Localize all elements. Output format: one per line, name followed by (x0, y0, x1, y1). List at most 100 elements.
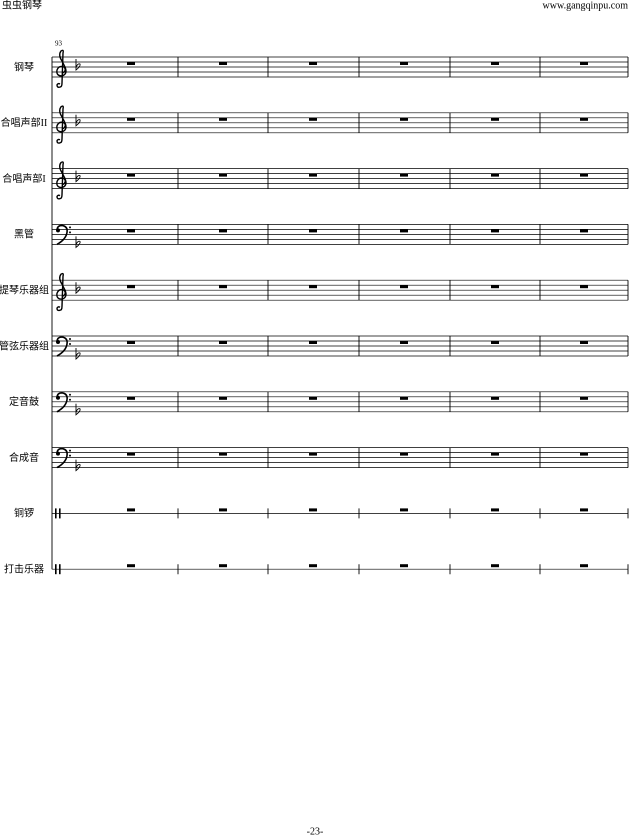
instrument-name: 钢琴 (14, 60, 34, 73)
treble-clef (56, 49, 67, 88)
whole-rest (400, 229, 408, 233)
bass-clef-dot (69, 398, 71, 401)
whole-rest (219, 62, 227, 65)
whole-rest (219, 452, 227, 456)
whole-rest (580, 452, 588, 456)
whole-rest (491, 452, 499, 456)
staff: 打击乐器 (4, 562, 629, 575)
whole-rest (400, 508, 408, 512)
whole-rest (400, 396, 408, 400)
whole-rest (400, 452, 408, 456)
percussion-clef (55, 508, 57, 519)
instrument-name: 合唱声部I (2, 172, 45, 185)
whole-rest (400, 117, 408, 121)
instrument-name: 黑管 (14, 228, 34, 241)
whole-rest (309, 229, 317, 233)
staff: 合唱声部II (1, 105, 629, 144)
whole-rest (127, 452, 135, 456)
treble-clef (56, 105, 67, 144)
flat (75, 236, 81, 249)
whole-rest (309, 117, 317, 121)
whole-rest (127, 508, 135, 512)
staff: 钢琴 (14, 49, 629, 88)
bass-clef-dot (69, 454, 71, 457)
bass-clef (56, 224, 68, 246)
whole-rest (127, 62, 135, 65)
staff: 铜锣 (14, 507, 629, 520)
instrument-name: 打击乐器 (4, 562, 44, 575)
whole-rest (219, 508, 227, 512)
whole-rest (491, 62, 499, 65)
whole-rest (491, 229, 499, 233)
flat (75, 59, 81, 71)
instrument-name: 定音鼓 (9, 395, 39, 408)
flat (75, 403, 81, 416)
staff: 管弦乐器组 (0, 335, 629, 360)
bass-clef-dot (69, 343, 71, 345)
page-number: -23- (307, 826, 324, 837)
whole-rest (219, 117, 227, 121)
percussion-clef (59, 508, 61, 519)
whole-rest (580, 62, 588, 65)
instrument-name: 合成音 (9, 451, 39, 464)
whole-rest (127, 117, 135, 121)
bass-clef (56, 447, 68, 469)
treble-clef (56, 272, 67, 312)
staff: 合成音 (9, 447, 629, 472)
header-left: 虫虫钢琴 (2, 0, 42, 11)
whole-rest (219, 396, 227, 400)
bass-clef-dot (56, 451, 60, 456)
bass-clef-dot (69, 226, 71, 229)
bass-clef-dot (56, 395, 60, 400)
whole-rest (491, 508, 499, 512)
whole-rest (580, 341, 588, 344)
whole-rest (127, 229, 135, 233)
whole-rest (580, 396, 588, 400)
staff: 定音鼓 (9, 391, 629, 416)
whole-rest (400, 564, 408, 568)
bass-clef-dot (56, 340, 60, 344)
flat (75, 348, 81, 360)
whole-rest (400, 285, 408, 289)
whole-rest (309, 564, 317, 568)
staff: 提琴乐器组 (0, 272, 629, 312)
whole-rest (127, 173, 135, 177)
instrument-name: 管弦乐器组 (0, 339, 49, 352)
instrument-name: 铜锣 (14, 507, 34, 520)
flat (75, 114, 81, 127)
whole-rest (580, 564, 588, 568)
whole-rest (491, 396, 499, 400)
instrument-name: 合唱声部II (1, 116, 48, 129)
staff: 黑管 (14, 224, 629, 249)
percussion-clef (59, 564, 61, 575)
treble-clef (56, 161, 67, 200)
whole-rest (491, 285, 499, 289)
whole-rest (580, 508, 588, 512)
header-right: www.gangqinpu.com (543, 0, 629, 11)
whole-rest (127, 564, 135, 568)
bass-clef-dot (69, 449, 71, 452)
whole-rest (580, 285, 588, 289)
bass-clef-dot (69, 231, 71, 234)
bass-clef (56, 336, 68, 357)
whole-rest (400, 62, 408, 65)
whole-rest (309, 452, 317, 456)
whole-rest (219, 285, 227, 289)
percussion-clef (55, 564, 57, 575)
whole-rest (219, 229, 227, 233)
whole-rest (491, 341, 499, 344)
whole-rest (219, 564, 227, 568)
whole-rest (400, 341, 408, 344)
whole-rest (127, 285, 135, 289)
whole-rest (127, 341, 135, 344)
bass-clef-dot (69, 338, 71, 340)
flat (75, 282, 81, 295)
flat (75, 170, 81, 183)
whole-rest (491, 173, 499, 177)
bass-clef-dot (69, 393, 71, 396)
whole-rest (580, 173, 588, 177)
flat (75, 459, 81, 472)
whole-rest (309, 508, 317, 512)
instrument-name: 提琴乐器组 (0, 283, 49, 296)
